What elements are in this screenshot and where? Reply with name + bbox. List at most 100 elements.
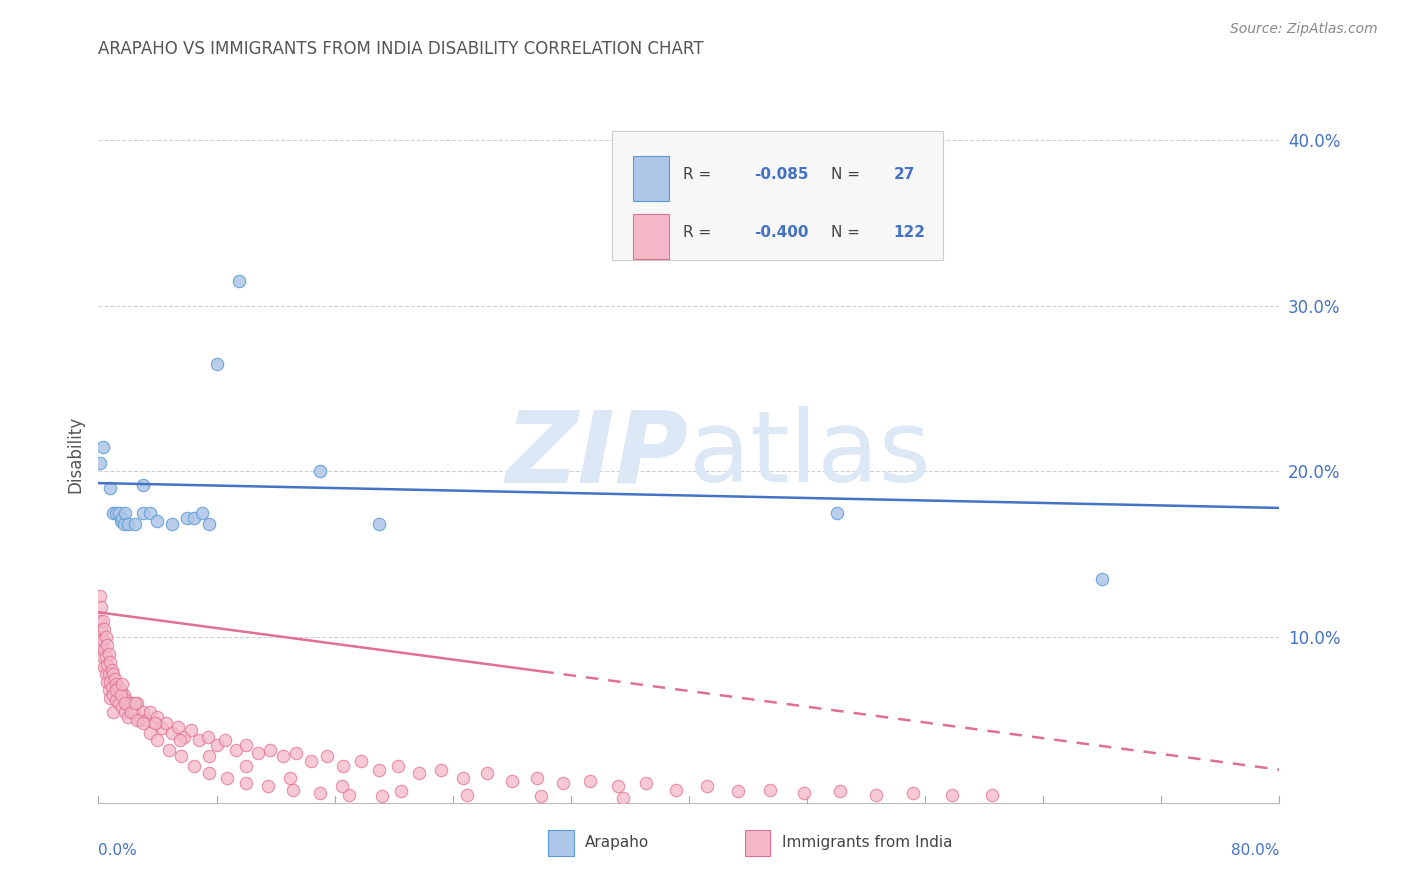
Point [235, 759, 257, 773]
Point [607, 779, 630, 793]
Point [553, 776, 575, 790]
Point [98, 691, 121, 706]
Point [97, 666, 120, 681]
Point [228, 274, 250, 288]
Text: 80.0%: 80.0% [1232, 843, 1279, 858]
Point [257, 779, 280, 793]
Point [451, 771, 474, 785]
Point [980, 788, 1002, 802]
Point [104, 672, 127, 686]
Point [120, 697, 142, 711]
Point [112, 517, 135, 532]
Point [105, 676, 128, 690]
Point [187, 732, 209, 747]
Point [1091, 572, 1114, 586]
Point [368, 763, 391, 777]
Point [89, 456, 111, 470]
Point [139, 705, 162, 719]
Point [259, 743, 281, 757]
Point [114, 697, 136, 711]
Point [120, 705, 142, 719]
Text: Source: ZipAtlas.com: Source: ZipAtlas.com [1230, 22, 1378, 37]
Point [368, 517, 391, 532]
Point [96, 674, 118, 689]
Point [530, 789, 553, 804]
Point [108, 506, 131, 520]
Point [122, 705, 145, 719]
Text: R =: R = [683, 167, 716, 182]
Point [91, 650, 114, 665]
Point [108, 697, 131, 711]
Point [111, 676, 134, 690]
Text: N =: N = [831, 167, 865, 182]
Point [299, 755, 322, 769]
Point [89, 630, 111, 644]
Point [93, 660, 115, 674]
Text: 122: 122 [893, 225, 925, 240]
FancyBboxPatch shape [612, 131, 943, 260]
Point [285, 746, 308, 760]
Point [89, 614, 111, 628]
Point [169, 732, 191, 747]
Point [94, 666, 117, 681]
Point [112, 688, 135, 702]
Point [903, 786, 925, 800]
Point [278, 771, 302, 785]
Point [173, 730, 195, 744]
Point [135, 713, 157, 727]
Point [150, 721, 173, 735]
Point [157, 743, 180, 757]
Point [132, 506, 155, 520]
Point [430, 763, 453, 777]
Point [235, 738, 257, 752]
Point [91, 440, 114, 454]
Point [475, 766, 498, 780]
Point [105, 683, 128, 698]
Point [214, 732, 236, 747]
Point [579, 774, 602, 789]
Point [316, 749, 339, 764]
Point [93, 622, 115, 636]
Point [100, 680, 122, 694]
Point [90, 639, 112, 653]
Point [167, 720, 190, 734]
Point [162, 517, 183, 532]
Point [139, 726, 162, 740]
Point [759, 782, 782, 797]
Bar [634, 214, 669, 259]
Point [132, 716, 155, 731]
Point [198, 766, 221, 780]
Point [91, 633, 114, 648]
Point [330, 779, 353, 793]
Point [132, 705, 155, 719]
Point [103, 666, 125, 681]
Point [97, 683, 120, 698]
Point [350, 755, 373, 769]
Point [124, 697, 146, 711]
Text: -0.400: -0.400 [754, 225, 808, 240]
Text: -0.085: -0.085 [754, 167, 808, 182]
Point [183, 511, 205, 525]
Point [636, 776, 658, 790]
Point [183, 759, 205, 773]
Point [132, 477, 155, 491]
Point [89, 589, 111, 603]
Point [110, 514, 132, 528]
Point [98, 481, 121, 495]
Point [865, 788, 887, 802]
Point [408, 766, 430, 780]
Point [170, 749, 193, 764]
Point [180, 723, 202, 737]
Point [94, 630, 117, 644]
Point [97, 647, 120, 661]
Text: R =: R = [683, 225, 716, 240]
Point [162, 726, 183, 740]
Point [665, 782, 688, 797]
Point [235, 776, 257, 790]
Point [103, 506, 125, 520]
Point [371, 789, 394, 804]
Point [93, 643, 115, 657]
Text: ARAPAHO VS IMMIGRANTS FROM INDIA DISABILITY CORRELATION CHART: ARAPAHO VS IMMIGRANTS FROM INDIA DISABIL… [98, 40, 704, 58]
Point [103, 705, 125, 719]
Point [526, 771, 548, 785]
